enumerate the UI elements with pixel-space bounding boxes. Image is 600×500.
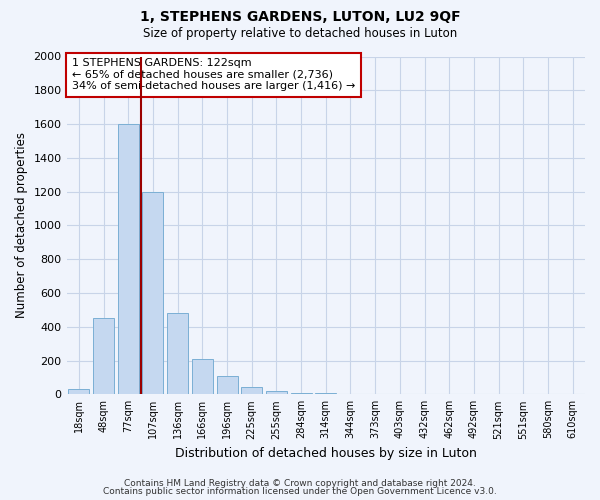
Text: 1, STEPHENS GARDENS, LUTON, LU2 9QF: 1, STEPHENS GARDENS, LUTON, LU2 9QF xyxy=(140,10,460,24)
Text: Size of property relative to detached houses in Luton: Size of property relative to detached ho… xyxy=(143,28,457,40)
Text: Contains HM Land Registry data © Crown copyright and database right 2024.: Contains HM Land Registry data © Crown c… xyxy=(124,478,476,488)
Bar xyxy=(93,318,114,394)
X-axis label: Distribution of detached houses by size in Luton: Distribution of detached houses by size … xyxy=(175,447,477,460)
Bar xyxy=(217,376,238,394)
Bar xyxy=(142,192,163,394)
Y-axis label: Number of detached properties: Number of detached properties xyxy=(15,132,28,318)
Bar xyxy=(192,359,213,394)
Bar xyxy=(68,389,89,394)
Bar xyxy=(290,392,311,394)
Bar xyxy=(118,124,139,394)
Bar xyxy=(266,391,287,394)
Bar xyxy=(241,386,262,394)
Bar xyxy=(167,313,188,394)
Text: 1 STEPHENS GARDENS: 122sqm
← 65% of detached houses are smaller (2,736)
34% of s: 1 STEPHENS GARDENS: 122sqm ← 65% of deta… xyxy=(72,58,355,92)
Text: Contains public sector information licensed under the Open Government Licence v3: Contains public sector information licen… xyxy=(103,487,497,496)
